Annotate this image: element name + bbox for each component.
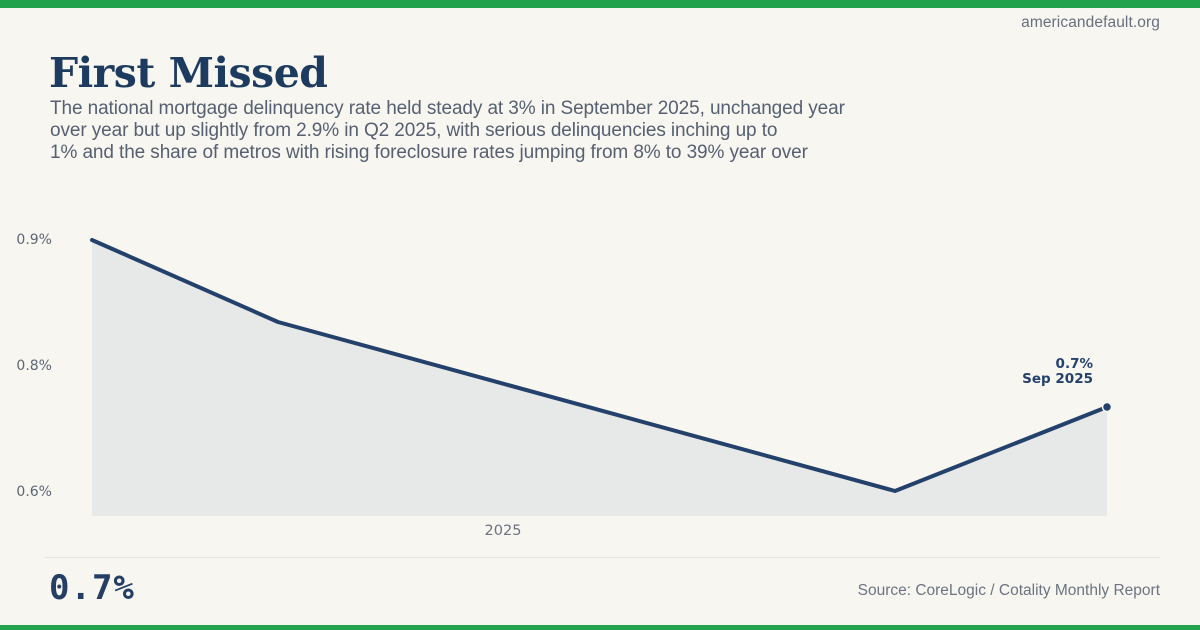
subtitle-line-3: 1% and the share of metros with rising f… — [50, 142, 808, 163]
endpoint-annotation: 0.7% Sep 2025 — [1022, 357, 1093, 387]
y-tick-label-2: 0.6% — [16, 484, 52, 500]
annotation-value: 0.7% — [1055, 356, 1093, 372]
source-attribution: Source: CoreLogic / Cotality Monthly Rep… — [857, 582, 1160, 599]
footer-divider — [45, 557, 1160, 558]
x-tick-label-2025: 2025 — [484, 523, 522, 539]
y-tick-label-1: 0.8% — [16, 358, 52, 374]
headline-value: 0.7% — [49, 568, 135, 608]
bottom-accent-bar — [0, 625, 1200, 630]
annotation-date: Sep 2025 — [1022, 371, 1093, 387]
site-url: americandefault.org — [1021, 14, 1160, 31]
subtitle-line-1: The national mortgage delinquency rate h… — [50, 98, 845, 119]
chart-subtitle: The national mortgage delinquency rate h… — [50, 98, 845, 164]
top-accent-bar — [0, 0, 1200, 8]
area-fill — [92, 240, 1107, 516]
y-tick-label-0: 0.9% — [16, 232, 52, 248]
subtitle-line-2: over year but up slightly from 2.9% in Q… — [50, 120, 778, 141]
trend-line — [90, 238, 1109, 493]
page-title: First Missed — [49, 49, 328, 97]
endpoint-dot — [1101, 401, 1113, 413]
